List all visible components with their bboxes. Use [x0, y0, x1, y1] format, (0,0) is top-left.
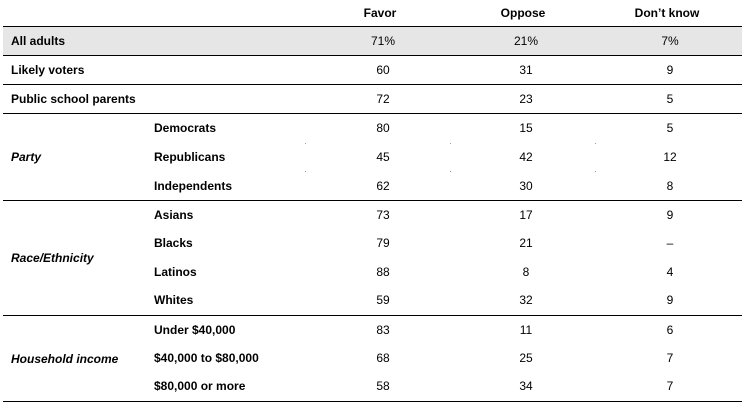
row-label: Latinos — [154, 265, 197, 279]
oppose-value: 17 — [519, 208, 533, 222]
divider — [3, 200, 742, 201]
oppose-value: 23 — [519, 92, 533, 106]
row-label: Whites — [154, 293, 194, 307]
table-row-all-adults: All adults 71% 21% 7% — [3, 27, 742, 55]
oppose-value: 34 — [519, 379, 533, 393]
dont-know-value: – — [666, 236, 674, 250]
oppose-value: 30 — [519, 179, 533, 193]
column-header-oppose: Oppose — [500, 6, 546, 20]
row-label: $80,000 or more — [154, 379, 246, 393]
dont-know-value: 6 — [666, 323, 674, 337]
oppose-value: 42 — [519, 150, 533, 164]
table-row: $80,000 or more 58 34 7 — [3, 372, 742, 400]
oppose-value: 32 — [519, 293, 533, 307]
column-header-dont-know: Don’t know — [634, 6, 700, 20]
table-row: $40,000 to $80,000 68 25 7 — [3, 344, 742, 372]
row-label: Democrats — [154, 121, 217, 135]
divider — [3, 315, 742, 316]
table-header: Favor Oppose Don’t know — [0, 0, 743, 26]
table-row: Latinos 88 8 4 — [3, 258, 742, 286]
row-label: Under $40,000 — [154, 323, 236, 337]
scan-dot — [305, 143, 306, 144]
row-label: Public school parents — [11, 92, 136, 106]
row-label: Independents — [154, 179, 233, 193]
group-label-race-ethnicity: Race/Ethnicity — [11, 251, 94, 265]
favor-value: 60 — [376, 63, 390, 77]
dont-know-value: 5 — [666, 92, 674, 106]
table-row: Democrats 80 15 5 — [3, 114, 742, 142]
oppose-value: 15 — [519, 121, 533, 135]
row-label: Asians — [154, 208, 194, 222]
row-label: All adults — [11, 34, 66, 48]
favor-value: 58 — [376, 379, 390, 393]
divider — [3, 26, 742, 27]
scan-dot — [450, 171, 451, 172]
oppose-value: 8 — [522, 265, 530, 279]
column-header-favor: Favor — [363, 6, 397, 20]
favor-value: 83 — [376, 323, 390, 337]
dont-know-value: 7 — [666, 351, 674, 365]
table-row: Independents 62 30 8 — [3, 172, 742, 200]
favor-value: 71% — [370, 34, 396, 48]
row-label: Republicans — [154, 150, 226, 164]
row-label: Blacks — [154, 236, 193, 250]
divider — [3, 401, 742, 402]
divider — [3, 55, 742, 56]
table-row-likely-voters: Likely voters 60 31 9 — [3, 56, 742, 84]
favor-value: 62 — [376, 179, 390, 193]
scan-dot — [595, 171, 596, 172]
table-row: Asians 73 17 9 — [3, 201, 742, 229]
divider — [3, 113, 742, 114]
row-label: Likely voters — [11, 63, 85, 77]
favor-value: 45 — [376, 150, 390, 164]
oppose-value: 21 — [519, 236, 533, 250]
dont-know-value: 8 — [666, 179, 674, 193]
favor-value: 73 — [376, 208, 390, 222]
oppose-value: 21% — [513, 34, 539, 48]
row-label: $40,000 to $80,000 — [154, 351, 259, 365]
divider — [3, 84, 742, 85]
dont-know-value: 9 — [666, 293, 674, 307]
oppose-value: 11 — [519, 323, 533, 337]
dont-know-value: 4 — [666, 265, 674, 279]
favor-value: 68 — [376, 351, 390, 365]
table-row: Under $40,000 83 11 6 — [3, 316, 742, 344]
oppose-value: 25 — [519, 351, 533, 365]
favor-value: 79 — [376, 236, 390, 250]
oppose-value: 31 — [519, 63, 533, 77]
dont-know-value: 7 — [666, 379, 674, 393]
group-label-household-income: Household income — [11, 352, 119, 366]
scan-dot — [595, 143, 596, 144]
dont-know-value: 12 — [663, 150, 677, 164]
scan-dot — [305, 171, 306, 172]
dont-know-value: 9 — [666, 63, 674, 77]
scan-dot — [450, 143, 451, 144]
favor-value: 88 — [376, 265, 390, 279]
dont-know-value: 7% — [661, 34, 679, 48]
dont-know-value: 5 — [666, 121, 674, 135]
favor-value: 59 — [376, 293, 390, 307]
table-row-public-school-parents: Public school parents 72 23 5 — [3, 85, 742, 113]
group-label-party: Party — [11, 150, 42, 164]
table-row: Republicans 45 42 12 — [3, 143, 742, 171]
table-row: Blacks 79 21 – — [3, 229, 742, 257]
favor-value: 72 — [376, 92, 390, 106]
favor-value: 80 — [376, 121, 390, 135]
table-row: Whites 59 32 9 — [3, 286, 742, 314]
dont-know-value: 9 — [666, 208, 674, 222]
